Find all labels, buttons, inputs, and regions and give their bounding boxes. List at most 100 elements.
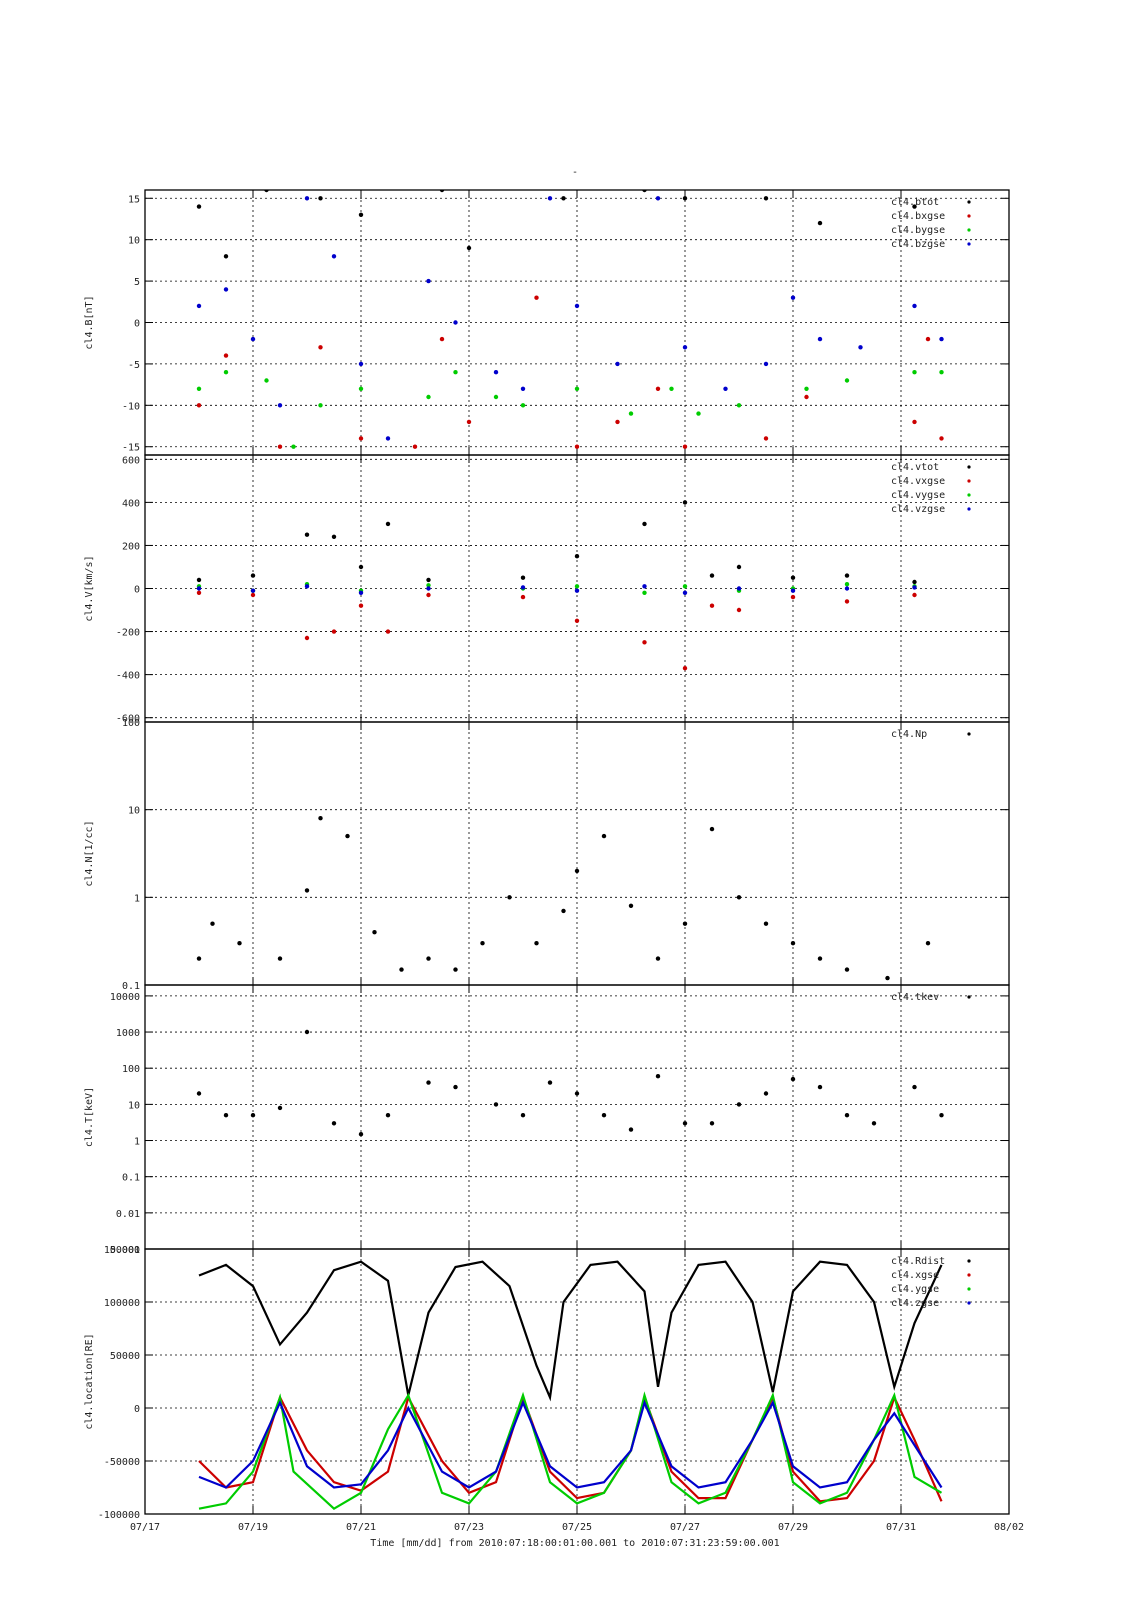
data-point [466,419,472,425]
data-point [534,295,539,300]
data-point [628,1127,634,1132]
data-point [736,1102,742,1107]
data-point [736,403,742,408]
data-point [655,386,661,391]
data-point [939,1113,944,1118]
data-point [682,666,688,671]
data-point [561,908,566,914]
data-point [885,975,890,981]
data-point [682,500,688,505]
data-point [196,204,202,209]
data-point [790,594,796,600]
series-layer [198,1260,943,1511]
legend-entry: cl4.Rdist [891,1256,945,1267]
y-tick-label: -5 [128,360,140,371]
data-point [574,588,580,593]
y-tick-label: 10 [128,806,140,817]
legend-marker [967,995,971,999]
legend-entry: cl4.bxgse [891,211,945,222]
data-point [426,1080,431,1085]
data-point [196,956,202,961]
y-tick-label: 600 [122,455,140,466]
y-tick-label: 5 [134,277,140,288]
data-point [318,403,323,408]
data-point [196,590,202,595]
data-point [601,1113,607,1118]
data-point [817,1084,823,1090]
data-point [790,1076,796,1082]
y-tick-label: 1 [134,893,140,904]
data-point [642,590,647,595]
y-tick-label: -15 [122,443,140,454]
data-point [682,590,688,595]
data-point [561,196,566,201]
legend-entry: cl4.Np [891,729,927,740]
data-point [426,394,431,400]
series-layer [196,1029,944,1137]
data-point [912,579,917,585]
data-point [453,967,458,972]
legend-entry: cl4.vygse [891,490,945,501]
panel-1: -15 -10 -5 0 5 10 15 cl4.btot cl4.bxgse cl4.bygse… [84,189,1010,456]
panel-2: -600 -400 -200 0 200 400 600 cl4.vtot cl4.vxgse c… [84,454,1010,725]
data-point [426,586,431,591]
legend-entry: cl4.xgse [891,1270,939,1281]
x-tick-label: 08/02 [994,1522,1024,1533]
series-line-4 [198,1399,943,1489]
data-point [939,370,944,375]
y-tick-label: 0.1 [122,1173,140,1184]
data-point [250,592,256,598]
data-point [304,532,310,537]
x-tick-label: 07/23 [454,1522,484,1533]
data-point [196,403,202,408]
data-point [736,586,742,591]
legend-marker [967,507,971,511]
data-point [345,833,350,839]
y-tick-label: 10 [128,236,140,247]
data-point [277,956,283,961]
data-point [682,921,688,926]
data-point [412,444,418,449]
data-point [250,573,256,578]
data-point [871,1121,877,1126]
data-point [493,370,499,375]
series-layer [196,500,917,671]
data-point [358,603,364,608]
y-tick-label: 1000 [116,1028,140,1039]
data-point [507,895,512,900]
data-point [196,1091,202,1096]
data-point [682,196,688,201]
data-point [358,436,364,441]
data-point [939,336,944,342]
data-point [682,584,688,589]
data-point [358,212,364,217]
data-point [912,204,917,209]
data-point [574,584,580,589]
data-point [858,345,863,350]
data-point [642,640,647,645]
panel-4: 0.001 0.01 0.1 1 10 100 1000 10000 cl4.tkev cl4.T… [84,984,1010,1256]
series-layer [196,190,944,449]
data-point [196,386,202,391]
data-point [601,833,607,839]
data-point [574,618,580,623]
y-tick-label: -10 [122,401,140,412]
panel-5: -100000 -50000 0 50000 100000 150000 cl4.Rdist… [84,1245,1024,1533]
data-point [817,956,823,961]
data-point [925,941,931,946]
y-axis-label: cl4.N[1/cc] [84,820,95,886]
data-point [331,534,337,539]
data-point [790,295,796,300]
data-point [264,378,269,383]
data-point [250,336,256,342]
data-point [736,564,742,570]
y-tick-label: -100000 [98,1510,140,1521]
data-point [804,394,809,400]
data-point [669,386,674,391]
y-tick-label: 1 [134,1137,140,1148]
legend-marker [967,1259,971,1263]
panel-3: 0.1 1 10 100 cl4.Np cl4.N[1/cc] [84,718,1010,992]
legend-marker [967,228,971,232]
y-axis-label: cl4.V[km/s] [84,555,95,621]
